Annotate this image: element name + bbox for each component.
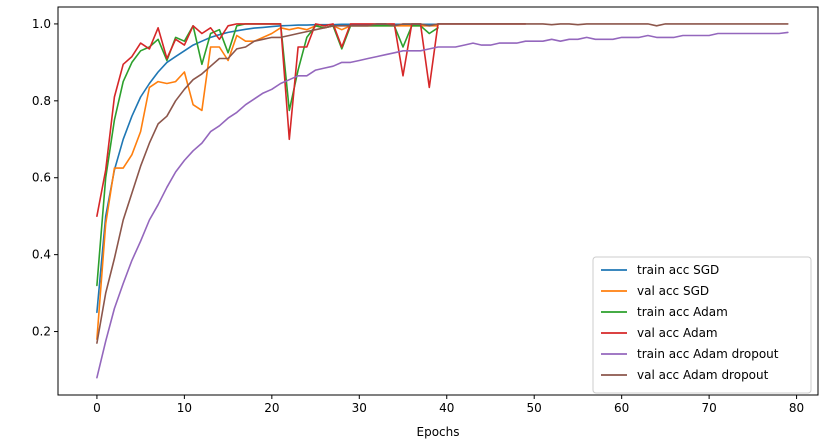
x-tick-label: 30 [352, 401, 367, 415]
series-line-train-acc-adam-dropout [96, 31, 789, 379]
x-tick-label: 20 [264, 401, 279, 415]
x-tick-label: 10 [177, 401, 192, 415]
legend-entry: train acc SGD [637, 263, 719, 277]
x-tick-label: 50 [527, 401, 542, 415]
x-axis-label: Epochs [417, 425, 460, 439]
legend-entry: train acc Adam dropout [637, 347, 779, 361]
legend-entry: val acc SGD [637, 284, 709, 298]
x-tick-label: 60 [614, 401, 629, 415]
legend-entry: val acc Adam [637, 326, 718, 340]
legend-box [592, 256, 812, 394]
legend-entry: val acc Adam dropout [637, 368, 769, 382]
x-tick-label: 80 [789, 401, 804, 415]
y-tick-label: 0.6 [32, 171, 51, 185]
plot-frame [57, 6, 819, 396]
x-tick-label: 40 [439, 401, 454, 415]
y-tick-label: 0.4 [32, 248, 51, 262]
x-tick-label: 0 [93, 401, 101, 415]
y-tick-label: 0.2 [32, 325, 51, 339]
series-line-val-acc-adam-dropout [96, 23, 789, 344]
series-layer [96, 23, 789, 379]
x-tick-label: 70 [701, 401, 716, 415]
x-axis-ticks: 0 10 20 30 40 50 60 70 80 [93, 395, 804, 415]
y-axis-ticks: 0.2 0.4 0.6 0.8 1.0 [32, 17, 58, 339]
legend: train acc SGD val acc SGD train acc Adam va… [592, 256, 812, 394]
y-tick-label: 0.8 [32, 94, 51, 108]
legend-entry: train acc Adam [637, 305, 728, 319]
y-tick-label: 1.0 [32, 17, 51, 31]
